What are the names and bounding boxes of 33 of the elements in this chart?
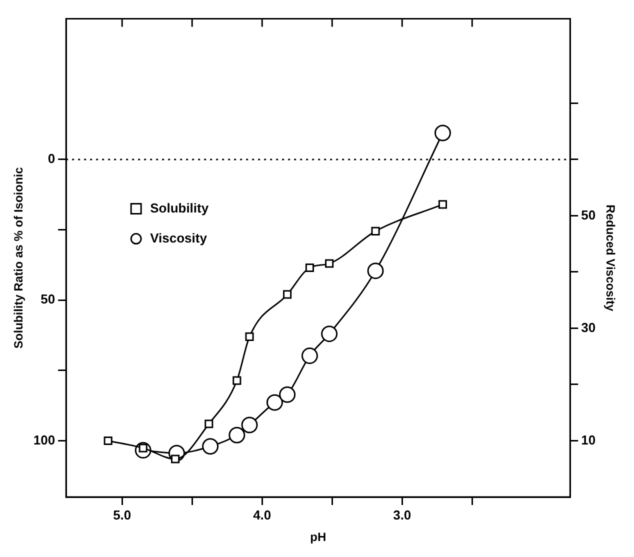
point: [204, 420, 214, 428]
x-axis-title: pH: [310, 530, 326, 544]
point: [305, 263, 314, 272]
y2-tick-label: 30: [581, 320, 596, 335]
point: [104, 436, 112, 446]
point: [202, 438, 219, 455]
point: [325, 259, 334, 268]
y-tick-label: 50: [40, 292, 56, 307]
y2-tick-label: 50: [581, 207, 596, 222]
y2-tick-label: 10: [581, 432, 596, 448]
point: [228, 426, 246, 444]
point: [245, 332, 254, 341]
point: [438, 200, 448, 209]
point: [301, 348, 318, 364]
point: [241, 416, 258, 434]
y-tick-label: 100: [33, 432, 56, 448]
point: [321, 326, 338, 342]
legend-label: Viscosity: [150, 230, 208, 246]
point: [171, 454, 180, 464]
y-tick-label: 0: [48, 151, 56, 166]
point: [232, 376, 242, 385]
x-tick-label: 4.0: [253, 507, 272, 522]
legend-label: Solubility: [150, 200, 210, 216]
point: [371, 226, 380, 236]
point: [279, 386, 296, 403]
point: [367, 262, 384, 280]
y2-axis-title: Reduced Viscosity: [603, 204, 618, 312]
point: [434, 124, 451, 142]
point: [283, 290, 292, 299]
y-axis-title: Solubility Ratio as % of Isoionic: [12, 166, 26, 349]
x-tick-label: 5.0: [113, 507, 132, 522]
point: [266, 394, 283, 411]
x-tick-label: 3.0: [393, 507, 412, 522]
